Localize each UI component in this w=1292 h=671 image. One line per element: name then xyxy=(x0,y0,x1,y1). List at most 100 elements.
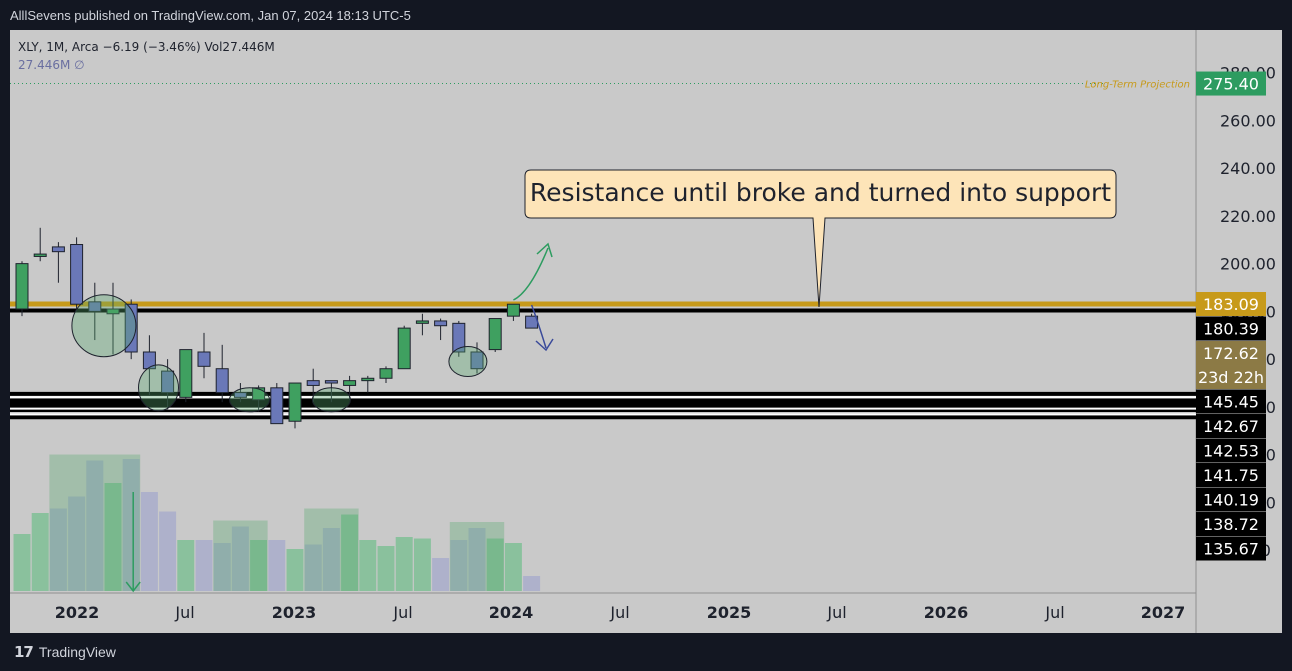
candle-body xyxy=(379,368,393,379)
price-tick-label: 260.00 xyxy=(1220,111,1276,130)
price-label-box xyxy=(1196,438,1266,463)
volume-bar xyxy=(395,537,413,591)
price-tick-label: 220.00 xyxy=(1220,207,1276,226)
volume-bar xyxy=(268,540,286,591)
price-tick-label: 200.00 xyxy=(1220,255,1276,274)
price-label-box xyxy=(1196,71,1266,96)
candle-body xyxy=(470,351,484,370)
candle-body xyxy=(452,322,466,353)
bullish-arrow-head xyxy=(536,242,553,258)
price-label-box xyxy=(1196,316,1266,341)
tradingview-logo-icon[interactable]: 𝟭𝟳 xyxy=(14,644,34,661)
price-label-box xyxy=(1196,463,1266,488)
volume-bar xyxy=(523,576,541,591)
price-label-box xyxy=(1196,512,1266,537)
volume-bar xyxy=(450,540,468,591)
time-tick-label: Jul xyxy=(826,603,846,622)
volume-bar xyxy=(104,483,122,591)
time-tick-label: Jul xyxy=(609,603,629,622)
candle-body xyxy=(197,351,211,367)
volume-bar xyxy=(322,528,340,591)
price-label-text: 140.19 xyxy=(1203,491,1259,510)
price-label-box xyxy=(1196,536,1266,561)
price-label-box xyxy=(1196,487,1266,512)
candle-body xyxy=(161,370,175,394)
price-label-text: 172.62 xyxy=(1203,344,1259,363)
volume-highlight-box xyxy=(49,454,141,591)
candle-body xyxy=(15,263,29,310)
volume-bar xyxy=(468,528,486,591)
price-label-text: 183.09 xyxy=(1203,295,1259,314)
chart-legend: XLY, 1M, Arca −6.19 (−3.46%) Vol27.446M … xyxy=(18,38,275,74)
volume-bar xyxy=(359,540,377,591)
volume-bar xyxy=(159,511,177,591)
volume-bar xyxy=(341,514,359,591)
price-label-box xyxy=(1196,341,1266,366)
candle-body xyxy=(233,392,247,398)
price-label-box xyxy=(1196,389,1266,414)
volume-bar xyxy=(49,508,67,591)
volume-bar xyxy=(432,558,450,591)
candle-body xyxy=(397,327,411,370)
callout-text: Resistance until broke and turned into s… xyxy=(530,178,1111,207)
price-label-text: 145.45 xyxy=(1203,393,1259,412)
time-tick-label: Jul xyxy=(392,603,412,622)
volume-bar xyxy=(504,543,522,591)
candle-body xyxy=(415,320,429,324)
volume-bar xyxy=(68,496,86,591)
volume-bar xyxy=(377,546,395,591)
publish-line: AlllSevens published on TradingView.com,… xyxy=(10,8,411,23)
projection-label: Long-Term Projection xyxy=(1085,80,1190,91)
candle-body xyxy=(215,368,229,394)
callout-bubble xyxy=(524,169,1117,308)
highlight-ellipse xyxy=(311,387,351,413)
price-label-text: 23d 22h xyxy=(1198,368,1264,387)
volume-bar xyxy=(286,549,304,591)
publish-header: AlllSevens published on TradingView.com,… xyxy=(0,0,1292,30)
volume-highlight-box xyxy=(213,520,268,591)
chart-svg[interactable]: Long-Term Projection Resistance until bro… xyxy=(10,30,1282,633)
price-label-box xyxy=(1196,365,1266,390)
candle-body xyxy=(70,244,84,305)
highlight-ellipse xyxy=(448,346,488,378)
volume-down-arrow-head xyxy=(125,581,141,593)
candle-body xyxy=(306,380,320,386)
volume-bar xyxy=(304,544,322,591)
candle-body xyxy=(51,246,65,253)
volume-bar xyxy=(13,534,31,591)
footer-brand[interactable]: TradingView xyxy=(38,644,116,660)
highlight-ellipse xyxy=(71,294,137,358)
volume-bar xyxy=(250,540,268,591)
candle-body xyxy=(252,387,266,401)
volume-highlight-box xyxy=(304,508,359,591)
volume-bar xyxy=(177,540,195,591)
volume-highlight-box xyxy=(449,522,505,591)
candle-body xyxy=(33,253,47,257)
footer-bar: 𝟭𝟳 TradingView xyxy=(0,633,1292,671)
bullish-scenario-arrow xyxy=(513,247,549,301)
candle-body xyxy=(88,301,102,312)
volume-bar xyxy=(86,460,104,591)
legend-volume-line: 27.446M ∅ xyxy=(18,58,85,72)
candle-body xyxy=(343,380,357,386)
volume-bar xyxy=(122,459,140,591)
time-tick-label: 2022 xyxy=(55,603,100,622)
candle-body xyxy=(270,387,284,425)
price-label-text: 180.39 xyxy=(1203,320,1259,339)
candle-body xyxy=(288,382,302,422)
volume-bar xyxy=(486,538,504,591)
price-label-box xyxy=(1196,292,1266,317)
volume-bar xyxy=(31,513,49,591)
time-tick-label: Jul xyxy=(174,603,194,622)
chart-area[interactable]: Long-Term Projection Resistance until bro… xyxy=(10,30,1282,633)
legend-symbol-line: XLY, 1M, Arca −6.19 (−3.46%) Vol27.446M xyxy=(18,40,275,54)
plot-background xyxy=(10,30,1282,633)
candle-body xyxy=(324,380,338,384)
volume-bar xyxy=(231,526,249,591)
volume-bar xyxy=(195,540,213,591)
time-tick-label: Jul xyxy=(1044,603,1064,622)
candle-body xyxy=(506,303,520,317)
candle-body xyxy=(179,349,193,398)
bearish-scenario-arrow xyxy=(530,304,547,349)
highlight-ellipse xyxy=(229,387,270,413)
